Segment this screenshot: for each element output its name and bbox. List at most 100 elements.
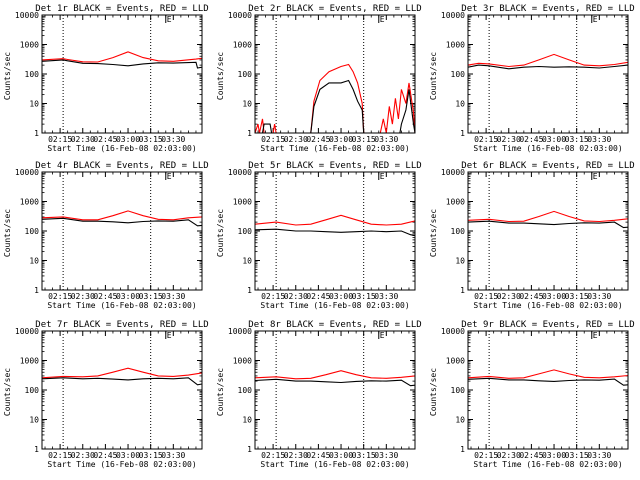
- y-tick-label: 1000: [233, 357, 252, 366]
- y-tick-label: 10000: [228, 327, 252, 336]
- y-axis-label: Counts/sec: [216, 209, 225, 257]
- y-tick-label: 100: [25, 386, 40, 395]
- x-tick-label: 03:30: [587, 292, 611, 301]
- y-tick-label: 10000: [15, 11, 39, 20]
- x-axis-label: Start Time (16-Feb-08 02:03:00): [47, 144, 196, 153]
- y-tick-label: 10000: [15, 168, 39, 177]
- events-rate-line: [255, 79, 415, 133]
- marker-label: E: [380, 15, 385, 24]
- y-axis-label: Counts/sec: [429, 368, 438, 416]
- x-tick-label: 03:30: [374, 135, 398, 144]
- y-axis-label: Counts/sec: [3, 52, 12, 100]
- panel-title: Det 5r BLACK = Events, RED = LLD: [248, 161, 421, 171]
- plot-frame: [467, 171, 629, 291]
- y-tick-label: 100: [25, 227, 40, 236]
- y-tick-label: 10: [29, 257, 39, 266]
- y-tick-label: 1000: [233, 198, 252, 207]
- x-tick-label: 02:15: [261, 135, 285, 144]
- y-tick-label: 10000: [441, 327, 465, 336]
- x-tick-label: 03:00: [542, 292, 566, 301]
- x-axis-label: Start Time (16-Feb-08 02:03:00): [47, 460, 196, 469]
- x-tick-label: 02:45: [306, 292, 330, 301]
- x-tick-label: 02:45: [93, 135, 117, 144]
- x-tick-label: 02:30: [71, 292, 95, 301]
- y-tick-label: 1000: [20, 357, 39, 366]
- panel-title: Det 1r BLACK = Events, RED = LLD: [35, 4, 208, 14]
- lld-rate-line: [255, 63, 415, 133]
- x-tick-label: 03:15: [352, 135, 376, 144]
- x-axis-label: Start Time (16-Feb-08 02:03:00): [473, 460, 622, 469]
- panel-1: Det 1r BLACK = Events, RED = LLD Counts/s…: [3, 4, 209, 153]
- y-tick-label: 1: [460, 286, 465, 295]
- plot-area: [255, 370, 415, 387]
- y-axis-label: Counts/sec: [3, 368, 12, 416]
- marker-label: E: [167, 331, 172, 340]
- x-tick-label: 03:15: [565, 292, 589, 301]
- y-tick-label: 100: [238, 386, 253, 395]
- y-tick-label: 10: [29, 416, 39, 425]
- x-tick-label: 02:15: [474, 451, 498, 460]
- y-tick-label: 1: [247, 445, 252, 454]
- lld-rate-line: [255, 370, 415, 380]
- x-tick-label: 02:15: [261, 451, 285, 460]
- x-tick-label: 02:45: [93, 451, 117, 460]
- y-tick-label: 10: [242, 100, 252, 109]
- x-tick-label: 03:30: [587, 451, 611, 460]
- y-axis-label: Counts/sec: [3, 209, 12, 257]
- y-tick-label: 1: [460, 445, 465, 454]
- x-tick-label: 02:45: [306, 451, 330, 460]
- y-tick-label: 10: [242, 416, 252, 425]
- x-tick-label: 02:45: [519, 135, 543, 144]
- y-axis-label: Counts/sec: [429, 52, 438, 100]
- y-axis-label: Counts/sec: [216, 52, 225, 100]
- panel-9: Det 9r BLACK = Events, RED = LLD Counts/s…: [429, 320, 635, 469]
- panel-8: Det 8r BLACK = Events, RED = LLD Counts/s…: [216, 320, 422, 469]
- marker-label: E: [167, 172, 172, 181]
- x-tick-label: 03:15: [565, 451, 589, 460]
- y-tick-label: 10000: [441, 11, 465, 20]
- x-tick-label: 03:00: [329, 135, 353, 144]
- events-rate-line: [42, 217, 202, 227]
- y-tick-label: 1000: [20, 198, 39, 207]
- x-tick-label: 03:30: [374, 292, 398, 301]
- events-rate-line: [255, 378, 415, 387]
- plot-frame: [467, 330, 629, 450]
- x-tick-label: 02:15: [48, 292, 72, 301]
- plot-area: [468, 53, 628, 70]
- plot-area: [255, 214, 415, 237]
- x-tick-label: 03:00: [116, 135, 140, 144]
- panel-5: Det 5r BLACK = Events, RED = LLD Counts/s…: [216, 161, 422, 310]
- x-tick-label: 03:15: [352, 451, 376, 460]
- x-tick-label: 02:30: [71, 451, 95, 460]
- x-tick-label: 02:15: [48, 135, 72, 144]
- marker-label: E: [593, 15, 598, 24]
- panel-4: Det 4r BLACK = Events, RED = LLD Counts/s…: [3, 161, 209, 310]
- y-tick-label: 10: [242, 257, 252, 266]
- x-tick-label: 02:45: [93, 292, 117, 301]
- panel-title: Det 7r BLACK = Events, RED = LLD: [35, 320, 208, 330]
- y-tick-label: 1: [247, 129, 252, 138]
- y-tick-label: 10: [455, 100, 465, 109]
- events-rate-line: [255, 228, 415, 237]
- panel-6: Det 6r BLACK = Events, RED = LLD Counts/s…: [429, 161, 635, 310]
- x-tick-label: 03:15: [352, 292, 376, 301]
- x-tick-label: 02:30: [497, 292, 521, 301]
- panel-title: Det 4r BLACK = Events, RED = LLD: [35, 161, 208, 171]
- x-tick-label: 03:30: [161, 135, 185, 144]
- lld-rate-line: [468, 369, 628, 379]
- lld-rate-line: [42, 51, 202, 63]
- lld-rate-line: [255, 214, 415, 226]
- y-tick-label: 10: [455, 416, 465, 425]
- x-axis-label: Start Time (16-Feb-08 02:03:00): [260, 301, 409, 310]
- events-rate-line: [42, 59, 202, 69]
- x-tick-label: 02:30: [497, 135, 521, 144]
- y-axis-label: Counts/sec: [216, 368, 225, 416]
- lld-rate-line: [42, 367, 202, 379]
- panel-2: Det 2r BLACK = Events, RED = LLD Counts/s…: [216, 4, 422, 153]
- x-tick-label: 03:15: [565, 135, 589, 144]
- y-tick-label: 100: [451, 70, 466, 79]
- x-axis-label: Start Time (16-Feb-08 02:03:00): [473, 144, 622, 153]
- x-axis-label: Start Time (16-Feb-08 02:03:00): [473, 301, 622, 310]
- y-tick-label: 10: [29, 100, 39, 109]
- plot-frame: [41, 171, 203, 291]
